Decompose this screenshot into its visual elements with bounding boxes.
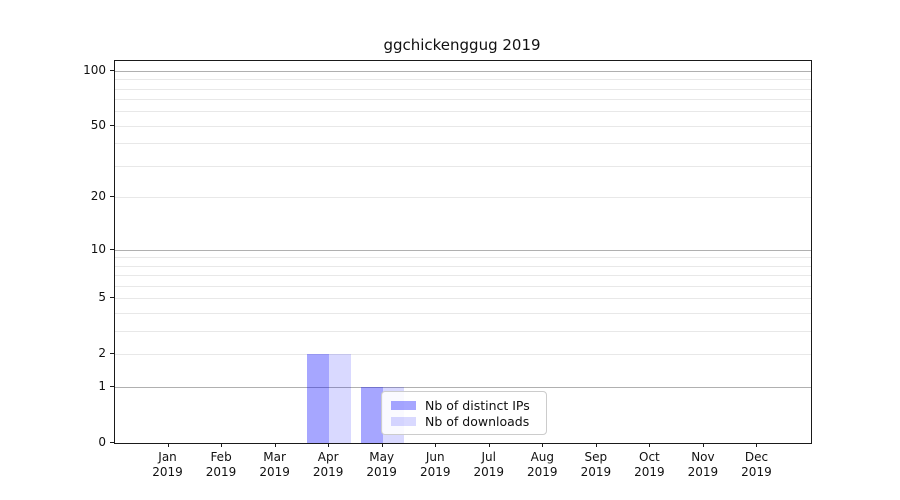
x-tick-mark bbox=[488, 443, 490, 447]
x-tick-month: Apr bbox=[317, 450, 339, 464]
x-tick-month: Aug bbox=[530, 450, 555, 464]
x-tick-year: 2019 bbox=[152, 465, 183, 479]
x-tick-month: Oct bbox=[639, 450, 660, 464]
y-tick-label: 10 bbox=[90, 241, 106, 256]
x-tick-mark bbox=[328, 443, 330, 447]
x-tick-mark bbox=[435, 443, 437, 447]
y-tick-label: 5 bbox=[98, 290, 106, 305]
x-tick-mark bbox=[595, 443, 597, 447]
y-tick-mark bbox=[110, 442, 114, 443]
legend: Nb of distinct IPs Nb of downloads bbox=[381, 391, 547, 435]
x-tick-month: Sep bbox=[584, 450, 608, 464]
x-tick-label-dec: Dec 2019 bbox=[729, 450, 783, 480]
bar-apr-downloads bbox=[329, 354, 351, 443]
x-tick-mark bbox=[167, 443, 169, 447]
y-tick-label: 2 bbox=[98, 346, 106, 361]
x-tick-label-feb: Feb 2019 bbox=[194, 450, 248, 480]
x-tick-mark bbox=[649, 443, 651, 447]
plot-area bbox=[114, 60, 812, 444]
legend-row-distinct-ips: Nb of distinct IPs bbox=[391, 398, 537, 413]
y-tick-label: 20 bbox=[90, 189, 106, 204]
x-tick-year: 2019 bbox=[473, 465, 505, 479]
x-tick-label-aug: Aug 2019 bbox=[515, 450, 569, 480]
x-tick-month: May bbox=[369, 450, 395, 464]
x-tick-year: 2019 bbox=[366, 465, 397, 479]
x-tick-month: Dec bbox=[744, 450, 769, 464]
x-tick-mark bbox=[381, 443, 383, 447]
bar-apr-distinct-ips bbox=[307, 354, 330, 443]
x-tick-label-mar: Mar 2019 bbox=[248, 450, 302, 480]
x-tick-label-apr: Apr 2019 bbox=[301, 450, 355, 480]
gridline-minor bbox=[115, 354, 811, 356]
legend-swatch-downloads bbox=[391, 416, 416, 426]
y-tick-mark bbox=[110, 124, 114, 126]
x-tick-year: 2019 bbox=[634, 465, 665, 479]
gridline-minor bbox=[115, 88, 811, 90]
x-tick-month: Jan bbox=[158, 450, 177, 464]
x-tick-mark bbox=[274, 443, 276, 447]
x-tick-label-nov: Nov 2019 bbox=[676, 450, 730, 480]
x-tick-label-jan: Jan 2019 bbox=[141, 450, 195, 480]
gridline-minor bbox=[115, 275, 811, 277]
legend-row-downloads: Nb of downloads bbox=[391, 414, 537, 429]
y-tick-label: 50 bbox=[90, 117, 106, 132]
x-tick-year: 2019 bbox=[312, 465, 344, 479]
x-tick-label-sep: Sep 2019 bbox=[569, 450, 623, 480]
gridline-minor bbox=[115, 313, 811, 315]
x-tick-year: 2019 bbox=[580, 465, 612, 479]
gridline-minor bbox=[115, 125, 811, 127]
y-tick-mark bbox=[110, 248, 114, 250]
x-tick-mark bbox=[542, 443, 544, 447]
gridline-minor bbox=[115, 331, 811, 333]
x-tick-year: 2019 bbox=[687, 465, 719, 479]
x-tick-label-oct: Oct 2019 bbox=[622, 450, 676, 480]
gridline-minor bbox=[115, 265, 811, 267]
x-tick-month: Feb bbox=[210, 450, 232, 464]
gridline-minor bbox=[115, 286, 811, 288]
x-tick-mark bbox=[756, 443, 758, 447]
y-tick-label: 1 bbox=[98, 379, 106, 394]
chart-title: ggchickenggug 2019 bbox=[383, 36, 541, 54]
gridline-minor bbox=[115, 298, 811, 300]
gridline-minor bbox=[115, 143, 811, 145]
x-tick-year: 2019 bbox=[527, 465, 558, 479]
y-tick-mark bbox=[110, 196, 114, 198]
x-tick-year: 2019 bbox=[741, 465, 772, 479]
y-tick-mark bbox=[110, 69, 114, 71]
gridline-minor bbox=[115, 166, 811, 168]
gridline-minor bbox=[115, 111, 811, 113]
x-tick-year: 2019 bbox=[259, 465, 290, 479]
x-tick-month: Jul bbox=[481, 450, 496, 464]
gridline-major bbox=[115, 70, 811, 72]
y-tick-mark bbox=[110, 386, 114, 388]
x-tick-year: 2019 bbox=[419, 465, 451, 479]
x-tick-label-jun: Jun 2019 bbox=[408, 450, 462, 480]
gridline-minor bbox=[115, 197, 811, 199]
x-tick-month: Jun bbox=[425, 450, 445, 464]
y-tick-mark bbox=[110, 353, 114, 355]
gridline-major bbox=[115, 387, 811, 389]
bar-may-distinct-ips bbox=[360, 387, 383, 443]
y-tick-label: 0 bbox=[98, 435, 106, 449]
x-tick-mark bbox=[221, 443, 223, 447]
gridline-minor bbox=[115, 257, 811, 259]
y-tick-mark bbox=[110, 297, 114, 299]
y-tick-label: 100 bbox=[83, 62, 106, 77]
x-tick-label-may: May 2019 bbox=[355, 450, 409, 480]
legend-label-downloads: Nb of downloads bbox=[425, 413, 530, 429]
gridline-minor bbox=[115, 79, 811, 81]
x-tick-month: Mar bbox=[263, 450, 286, 464]
x-tick-month: Nov bbox=[691, 450, 715, 464]
x-tick-year: 2019 bbox=[205, 465, 237, 479]
legend-swatch-distinct-ips bbox=[391, 400, 416, 410]
x-tick-mark bbox=[702, 443, 704, 447]
gridline-minor bbox=[115, 99, 811, 101]
x-tick-label-jul: Jul 2019 bbox=[462, 450, 516, 480]
gridline-major bbox=[115, 249, 811, 251]
legend-label-distinct-ips: Nb of distinct IPs bbox=[425, 397, 530, 413]
